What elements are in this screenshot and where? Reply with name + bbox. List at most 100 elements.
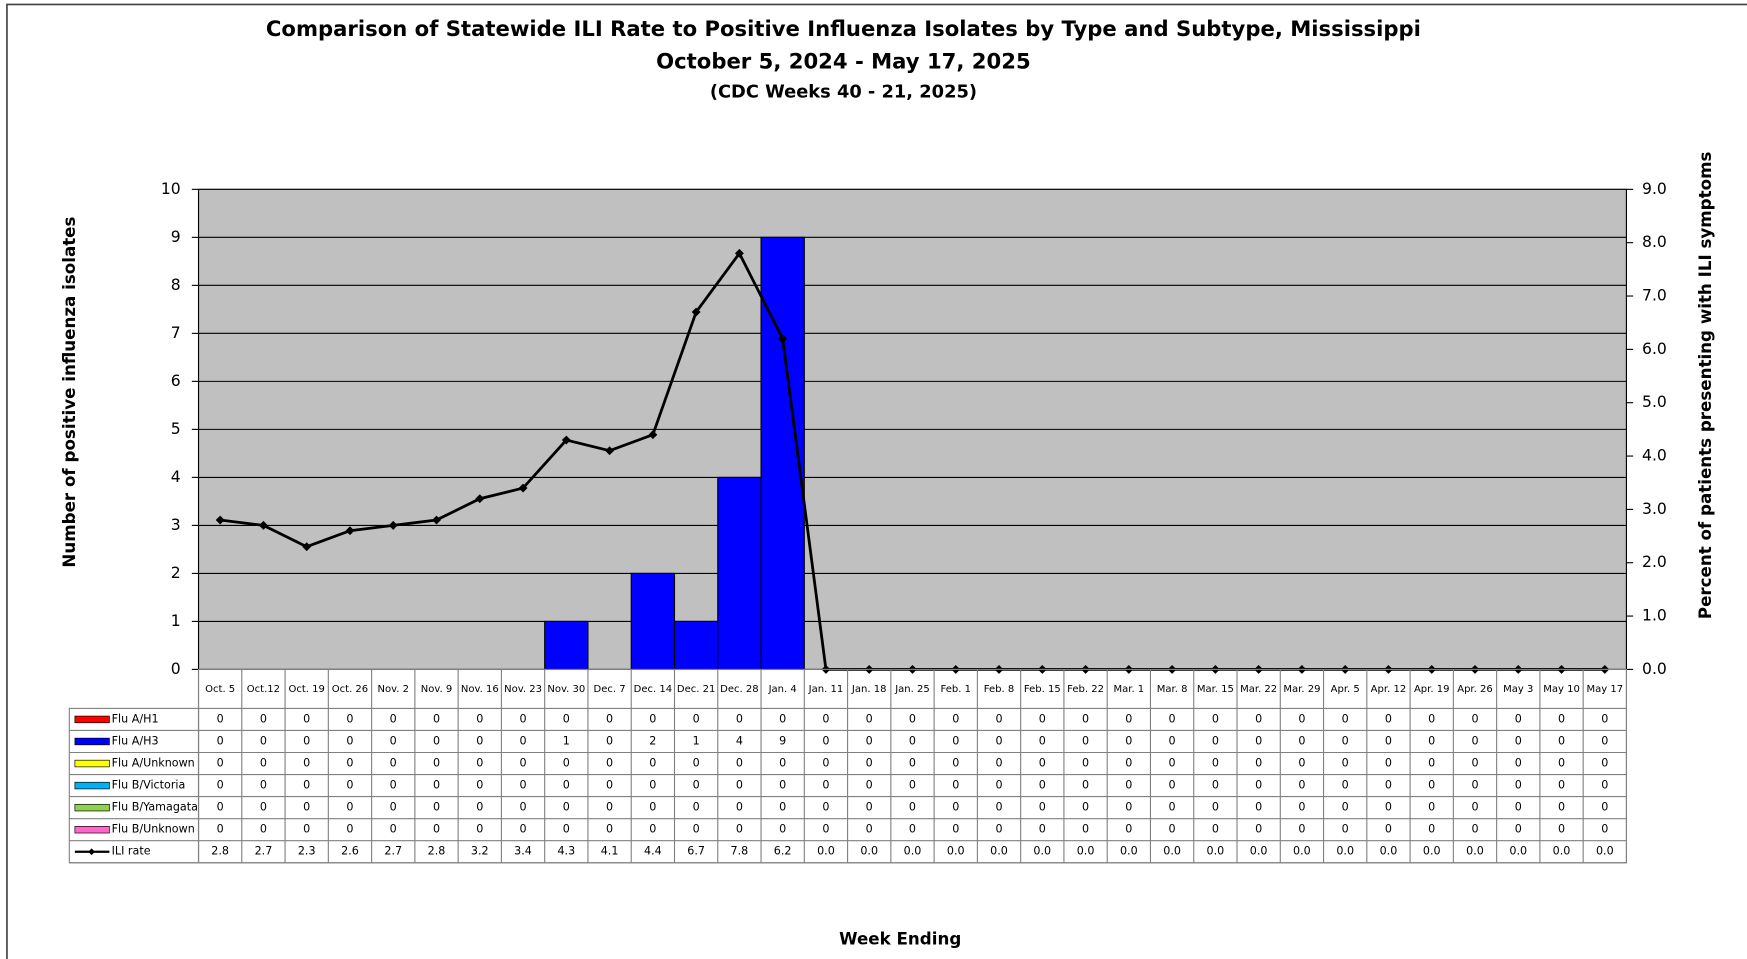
table-value: 0 [995,801,1002,814]
table-value: 0 [476,801,483,814]
x-tick-label: Oct. 5 [205,684,235,695]
table-value: 0 [1515,823,1522,836]
x-tick-label: May 17 [1586,684,1623,695]
table-value: 0 [909,801,916,814]
table-value: 0 [995,734,1002,747]
x-tick-label: Feb. 15 [1024,684,1061,695]
table-value: 0 [952,801,959,814]
x-tick-label: Nov. 23 [504,684,542,695]
table-value: 0 [866,823,873,836]
table-value: 0 [1558,823,1565,836]
y-tick-label: 3 [171,516,181,534]
table-value: 2.7 [255,845,273,858]
y2-axis-title: Percent of patients presenting with ILI … [1695,152,1715,620]
table-value: 0 [952,757,959,770]
table-value: 0 [1039,779,1046,792]
x-tick-label: Jan. 18 [851,684,887,695]
table-value: 0 [1342,801,1349,814]
table-value: 0 [520,823,527,836]
table-value: 0 [1342,823,1349,836]
y-tick-label: 6 [171,372,181,390]
table-value: 0 [1212,801,1219,814]
table-value: 0 [909,823,916,836]
table-value: 0 [520,779,527,792]
table-value: 0 [260,779,267,792]
table-value: 0 [606,823,613,836]
table-value: 0 [476,712,483,725]
x-tick-label: Mar. 29 [1283,684,1320,695]
table-value: 0.0 [817,845,835,858]
table-value: 0 [779,712,786,725]
table-value: 0 [606,757,613,770]
table-value: 0 [260,757,267,770]
table-value: 0 [1601,712,1608,725]
table-value: 0.0 [1336,845,1354,858]
table-value: 0 [1082,734,1089,747]
legend-label: Flu A/Unknown [112,757,195,770]
table-value: 0 [1601,757,1608,770]
x-tick-label: Jan. 25 [894,684,930,695]
table-value: 0 [476,757,483,770]
table-value: 0 [1515,779,1522,792]
marker [302,542,312,552]
table-value: 0 [649,823,656,836]
table-value: 0 [952,823,959,836]
table-value: 0 [1342,757,1349,770]
marker [605,446,615,456]
table-value: 0 [1169,823,1176,836]
x-tick-label: Dec. 14 [634,684,673,695]
x-tick-label: May 10 [1543,684,1580,695]
table-value: 0 [1169,801,1176,814]
table-value: 0.0 [1120,845,1138,858]
table-value: 0 [1212,823,1219,836]
y2-tick-label: 9.0 [1642,180,1667,198]
x-tick-label: Dec. 21 [677,684,715,695]
table-value: 0 [866,801,873,814]
x-tick-label: Oct. 26 [332,684,368,695]
bar [544,620,589,670]
table-value: 0 [952,734,959,747]
table-value: 2.3 [298,845,316,858]
table-value: 0 [1039,734,1046,747]
table-value: 0 [1428,734,1435,747]
y2-tick-label: 4.0 [1642,447,1667,465]
x-tick-label: Jan. 11 [808,684,844,695]
table-value: 0 [303,757,310,770]
x-tick-label: Feb. 8 [984,684,1014,695]
table-value: 2.8 [211,845,229,858]
table-value: 0 [520,712,527,725]
table-value: 0 [1255,712,1262,725]
marker [778,334,788,344]
table-value: 0 [1298,779,1305,792]
table-value: 0 [606,801,613,814]
chart-subtitle: October 5, 2024 - May 17, 2025 [656,48,1031,73]
legend-swatch [88,848,95,856]
marker [691,307,701,317]
table-value: 0 [1471,801,1478,814]
table-value: 0 [1039,801,1046,814]
bar [673,620,719,670]
table-value: 0 [563,712,570,725]
table-value: 0 [346,823,353,836]
table-value: 0 [1039,712,1046,725]
table-value: 0.0 [1509,845,1527,858]
table-value: 0 [1471,823,1478,836]
table-value: 0 [1558,734,1565,747]
table-value: 0 [1039,757,1046,770]
table-value: 2.8 [428,845,446,858]
y-tick-label: 2 [171,564,181,582]
table-value: 6.7 [687,845,705,858]
table-value: 0 [217,757,224,770]
table-value: 0 [260,801,267,814]
table-value: 0 [1255,734,1262,747]
table-value: 3.2 [471,845,489,858]
table-value: 0 [1169,734,1176,747]
table-value: 0 [303,823,310,836]
table-value: 0 [736,712,743,725]
table-value: 0 [217,801,224,814]
table-value: 9 [779,734,786,747]
table-value: 0 [303,801,310,814]
table-value: 0 [1342,712,1349,725]
table-value: 0 [433,779,440,792]
table-value: 0 [346,801,353,814]
